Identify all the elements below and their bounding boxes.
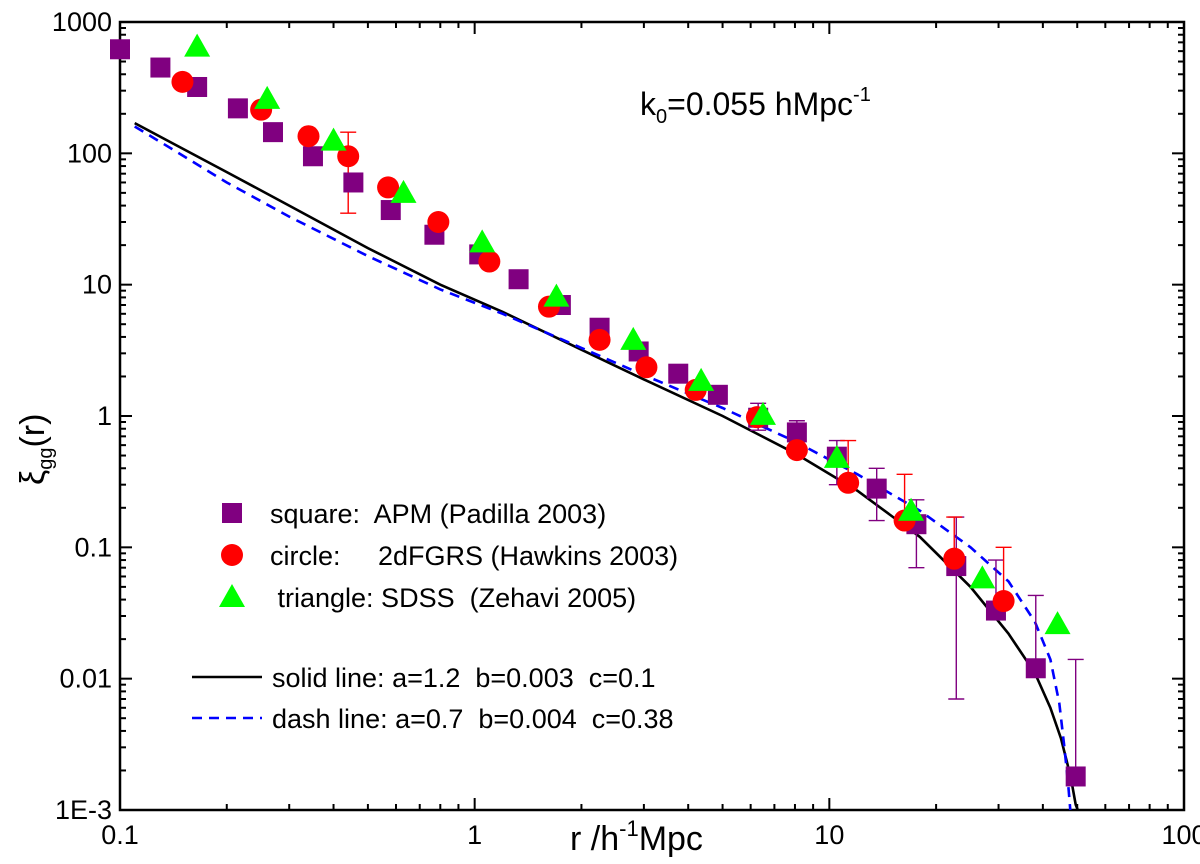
legend: square: APM (Padilla 2003) circle: 2dFGR… bbox=[192, 499, 678, 734]
axis-tick-labels: 0.1 1 10 100 1E-3 0.01 0.1 1 10 100 1000 bbox=[52, 7, 1200, 850]
square-point bbox=[380, 200, 401, 221]
circle-point bbox=[635, 356, 658, 379]
circle-point bbox=[377, 176, 400, 199]
triangle-point bbox=[254, 85, 281, 109]
triangle-point bbox=[620, 326, 647, 350]
x-tick-label: 10 bbox=[814, 820, 844, 850]
square-point bbox=[668, 363, 689, 384]
square-point bbox=[866, 478, 887, 499]
square-point bbox=[508, 269, 529, 290]
square-point bbox=[262, 122, 283, 143]
x-tick-label: 100 bbox=[1161, 820, 1200, 850]
triangle-point bbox=[320, 127, 347, 151]
x-axis-title: r /h-1Mpc bbox=[570, 816, 703, 858]
data-markers bbox=[110, 33, 1086, 787]
x-tick-label: 0.1 bbox=[101, 820, 139, 850]
triangle-point bbox=[390, 179, 417, 203]
solid-curve bbox=[134, 121, 1080, 811]
y-tick-label: 100 bbox=[67, 138, 112, 168]
y-axis-title: ξgg(r) bbox=[14, 414, 57, 485]
square-point bbox=[150, 57, 171, 78]
circle-point bbox=[785, 439, 808, 462]
circle-point bbox=[588, 328, 611, 351]
y-tick-label: 0.1 bbox=[74, 532, 112, 562]
legend-label-triangle: triangle: SDSS (Zehavi 2005) bbox=[270, 583, 636, 613]
legend-triangle-marker bbox=[219, 584, 245, 607]
circle-point bbox=[427, 211, 450, 234]
y-tick-label: 0.01 bbox=[59, 664, 112, 694]
y-tick-label: 10 bbox=[82, 270, 112, 300]
circle-point bbox=[992, 590, 1015, 613]
circle-point bbox=[337, 145, 360, 168]
triangle-point bbox=[823, 444, 850, 468]
square-point bbox=[1025, 658, 1046, 679]
legend-label-circle: circle: 2dFGRS (Hawkins 2003) bbox=[270, 541, 678, 571]
legend-circle-marker bbox=[221, 544, 243, 566]
x-tick-label: 1 bbox=[467, 820, 482, 850]
y-tick-label: 1 bbox=[97, 401, 112, 431]
legend-square-marker bbox=[222, 503, 242, 523]
circle-point bbox=[171, 70, 194, 93]
y-tick-label: 1E-3 bbox=[55, 795, 112, 825]
triangle-point bbox=[469, 229, 496, 253]
legend-label-solid: solid line: a=1.2 b=0.003 c=0.1 bbox=[272, 663, 656, 693]
square-point bbox=[343, 172, 364, 193]
square-point bbox=[302, 146, 323, 167]
triangle-point bbox=[543, 283, 570, 307]
circle-point bbox=[837, 471, 860, 494]
triangle-point bbox=[749, 401, 776, 425]
triangle-point bbox=[1044, 611, 1071, 635]
square-point bbox=[786, 422, 807, 443]
k0-annotation: k0=0.055 hMpc-1 bbox=[640, 84, 871, 128]
circle-point bbox=[943, 547, 966, 570]
legend-label-square: square: APM (Padilla 2003) bbox=[270, 499, 606, 529]
y-tick-label: 1000 bbox=[52, 7, 112, 37]
square-point bbox=[110, 39, 130, 60]
triangle-point bbox=[969, 565, 996, 589]
legend-label-dash: dash line: a=0.7 b=0.004 c=0.38 bbox=[272, 704, 674, 734]
circle-point bbox=[297, 125, 320, 148]
triangle-point bbox=[688, 367, 715, 391]
square-point bbox=[227, 98, 248, 119]
circle-point bbox=[478, 250, 501, 273]
triangle-point bbox=[898, 497, 925, 521]
square-point bbox=[1065, 766, 1086, 787]
axis-ticks bbox=[119, 22, 1184, 811]
triangle-point bbox=[184, 33, 211, 57]
